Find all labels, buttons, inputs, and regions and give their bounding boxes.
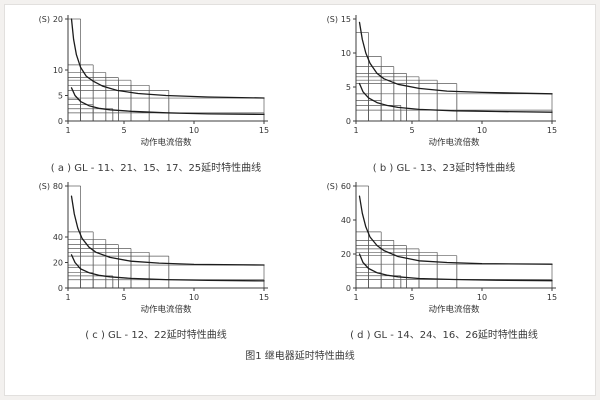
svg-text:1: 1: [65, 126, 70, 135]
figure-caption: 图1 继电器延时特性曲线: [245, 351, 355, 362]
svg-text:15: 15: [341, 15, 351, 24]
chart-c-caption: ( c ) GL - 12、22延时特性曲线: [85, 330, 227, 341]
svg-text:5: 5: [346, 83, 351, 92]
svg-text:(S): (S): [39, 15, 50, 24]
svg-text:10: 10: [189, 126, 199, 135]
chart-a-caption: ( a ) GL - 11、21、15、17、25延时特性曲线: [50, 163, 262, 174]
svg-text:5: 5: [121, 126, 126, 135]
svg-text:40: 40: [341, 216, 351, 225]
svg-text:10: 10: [477, 293, 487, 302]
svg-text:5: 5: [121, 293, 126, 302]
chart-c: 0 20 40 80 1 5 10 15 (S) 动作电流倍数 ( c ) GL - 12、22延…: [26, 176, 286, 341]
svg-text:0: 0: [346, 284, 351, 293]
svg-text:动作电流倍数: 动作电流倍数: [428, 137, 480, 148]
chart-b: 0 5 10 15 1 5 10 15 (S) 动作电流倍数 ( b ) GL - 13、23延时…: [314, 9, 574, 174]
svg-text:5: 5: [409, 126, 414, 135]
svg-text:(S): (S): [327, 15, 338, 24]
svg-text:10: 10: [477, 126, 487, 135]
svg-text:动作电流倍数: 动作电流倍数: [140, 304, 192, 315]
svg-text:15: 15: [547, 126, 557, 135]
svg-text:15: 15: [547, 293, 557, 302]
svg-text:(S): (S): [39, 182, 50, 191]
svg-text:(S): (S): [327, 182, 338, 191]
svg-text:20: 20: [53, 259, 63, 268]
chart-d-caption: ( d ) GL - 14、24、16、26延时特性曲线: [350, 330, 538, 341]
svg-text:动作电流倍数: 动作电流倍数: [428, 304, 480, 315]
svg-text:40: 40: [53, 233, 63, 242]
figure-panel: 0 5 10 20 1 5 10 15 (S) 动作电流倍数 ( a ) GL - 11、21、1…: [4, 4, 596, 396]
svg-text:1: 1: [353, 293, 358, 302]
chart-b-caption: ( b ) GL - 13、23延时特性曲线: [372, 163, 516, 174]
svg-text:5: 5: [58, 92, 63, 101]
charts-grid: 0 5 10 20 1 5 10 15 (S) 动作电流倍数 ( a ) GL - 11、21、1…: [26, 9, 574, 341]
svg-text:10: 10: [189, 293, 199, 302]
svg-text:动作电流倍数: 动作电流倍数: [140, 137, 192, 148]
svg-text:60: 60: [341, 182, 351, 191]
svg-text:15: 15: [259, 126, 269, 135]
svg-text:10: 10: [341, 49, 351, 58]
svg-text:1: 1: [353, 126, 358, 135]
svg-text:10: 10: [53, 66, 63, 75]
chart-a: 0 5 10 20 1 5 10 15 (S) 动作电流倍数 ( a ) GL - 11、21、1…: [26, 9, 286, 174]
svg-text:1: 1: [65, 293, 70, 302]
svg-text:0: 0: [58, 284, 63, 293]
svg-text:15: 15: [259, 293, 269, 302]
svg-text:0: 0: [58, 117, 63, 126]
svg-text:80: 80: [53, 182, 63, 191]
svg-text:0: 0: [346, 117, 351, 126]
svg-text:5: 5: [409, 293, 414, 302]
svg-text:20: 20: [341, 250, 351, 259]
chart-d: 0 20 40 60 1 5 10 15 (S) 动作电流倍数 ( d ) GL - 14、24、…: [314, 176, 574, 341]
svg-text:20: 20: [53, 15, 63, 24]
